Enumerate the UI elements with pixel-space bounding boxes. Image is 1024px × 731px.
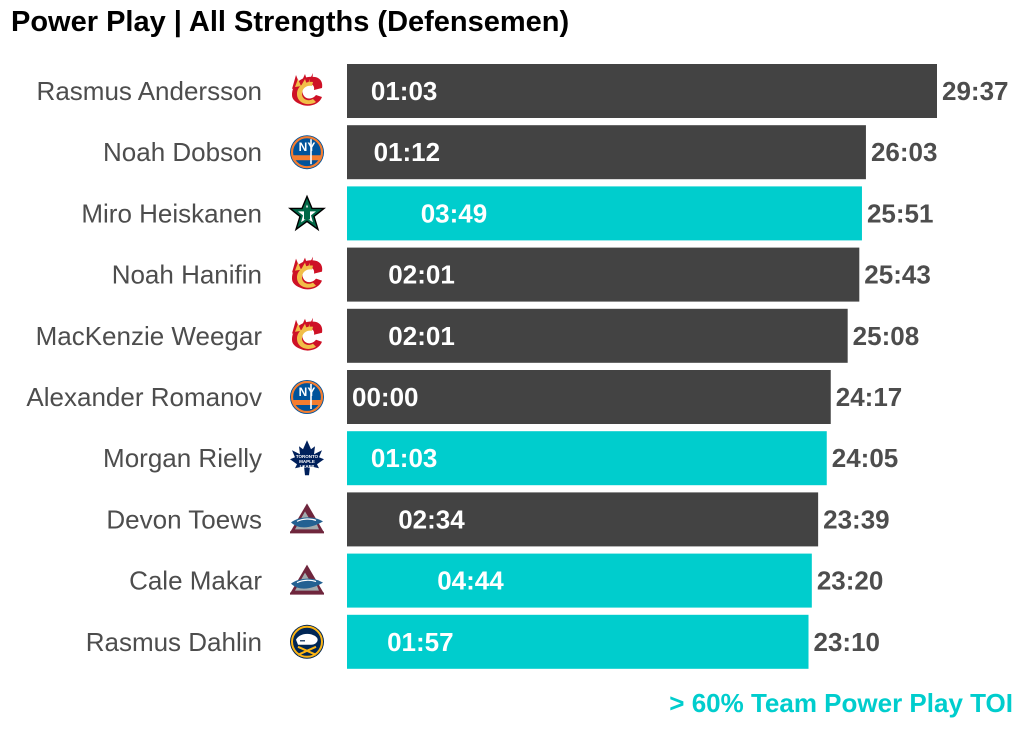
legend-note: > 60% Team Power Play TOI bbox=[669, 688, 1013, 718]
bar bbox=[347, 186, 862, 241]
bar-row: Miro Heiskanen 03:49 25:51 bbox=[81, 186, 934, 241]
total-toi-label: 25:43 bbox=[864, 260, 931, 290]
bar-row: Noah Dobson 01:12 26:03 bbox=[103, 125, 938, 180]
player-label: Cale Makar bbox=[129, 566, 262, 596]
bar-row: Devon Toews 02:34 23:39 bbox=[106, 492, 890, 547]
bar-row: Rasmus Andersson 01:03 29:37 bbox=[37, 64, 1009, 118]
pp-toi-label: 04:44 bbox=[437, 566, 504, 596]
bar bbox=[347, 308, 848, 363]
team-logo-icon bbox=[292, 317, 323, 351]
team-logo-icon bbox=[288, 134, 326, 171]
bar-row: Rasmus Dahlin 01:57 23:10 bbox=[86, 614, 881, 669]
pp-toi-label: 01:03 bbox=[371, 76, 438, 106]
total-toi-label: 25:08 bbox=[853, 321, 920, 351]
bar bbox=[347, 64, 937, 118]
total-toi-label: 26:03 bbox=[871, 137, 938, 167]
pp-toi-label: 02:01 bbox=[388, 260, 455, 290]
team-logo-icon bbox=[292, 73, 323, 106]
bar bbox=[347, 431, 827, 486]
team-logo-icon bbox=[289, 563, 325, 595]
bar bbox=[347, 247, 860, 302]
total-toi-label: 25:51 bbox=[867, 198, 934, 228]
bar bbox=[347, 370, 831, 424]
pp-toi-label: 02:34 bbox=[398, 504, 465, 534]
pp-toi-label: 01:03 bbox=[371, 443, 438, 473]
pp-toi-label: 01:57 bbox=[387, 627, 454, 657]
bar bbox=[347, 614, 809, 669]
bar bbox=[347, 125, 866, 180]
total-toi-label: 23:20 bbox=[817, 566, 884, 596]
bar-row: Morgan Rielly 01:03 24:05 bbox=[103, 431, 899, 486]
player-label: Alexander Romanov bbox=[26, 382, 262, 412]
total-toi-label: 24:05 bbox=[832, 443, 899, 473]
bar-row: Alexander Romanov 00:00 24:17 bbox=[26, 370, 902, 424]
pp-toi-label: 01:12 bbox=[374, 137, 441, 167]
pp-toi-label: 02:01 bbox=[388, 321, 455, 351]
bar bbox=[347, 553, 812, 608]
team-logo-icon bbox=[289, 623, 325, 660]
player-label: Miro Heiskanen bbox=[81, 198, 262, 228]
player-label: Rasmus Dahlin bbox=[86, 627, 262, 657]
team-logo-icon bbox=[288, 378, 326, 416]
total-toi-label: 23:10 bbox=[814, 627, 881, 657]
total-toi-label: 23:39 bbox=[823, 504, 890, 534]
team-logo-icon bbox=[289, 195, 325, 231]
pp-toi-label: 00:00 bbox=[352, 382, 419, 412]
player-label: Noah Hanifin bbox=[112, 260, 262, 290]
team-logo-icon bbox=[289, 502, 325, 534]
bar-row: Noah Hanifin 02:01 25:43 bbox=[112, 247, 931, 302]
team-logo-icon bbox=[290, 440, 324, 476]
player-label: Devon Toews bbox=[106, 504, 262, 534]
player-label: Noah Dobson bbox=[103, 137, 262, 167]
player-label: Morgan Rielly bbox=[103, 443, 262, 473]
player-label: MacKenzie Weegar bbox=[36, 321, 263, 351]
total-toi-label: 29:37 bbox=[942, 76, 1009, 106]
bar-row: MacKenzie Weegar 02:01 25:08 bbox=[36, 308, 920, 363]
pp-toi-label: 03:49 bbox=[421, 198, 488, 228]
bar bbox=[347, 492, 819, 547]
chart-title: Power Play | All Strengths (Defensemen) bbox=[11, 6, 570, 38]
total-toi-label: 24:17 bbox=[836, 382, 903, 412]
team-logo-icon bbox=[292, 256, 323, 290]
player-label: Rasmus Andersson bbox=[37, 76, 262, 106]
bar-row: Cale Makar 04:44 23:20 bbox=[129, 553, 884, 608]
